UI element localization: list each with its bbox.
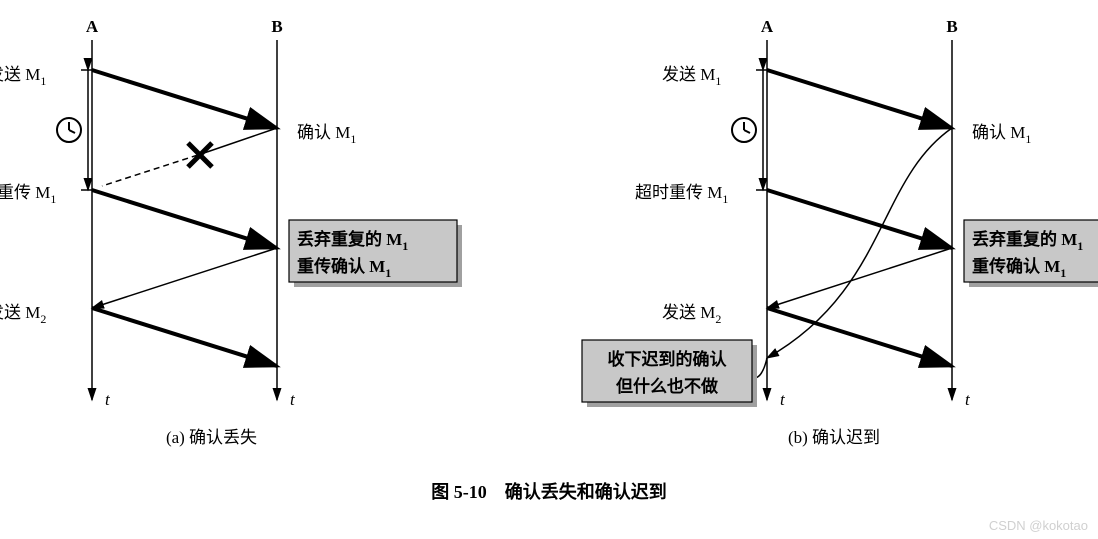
clock-icon (732, 118, 756, 142)
panel-a-caption: (a) 确认丢失 (0, 423, 467, 448)
diagram-container: A B t t (10, 10, 1088, 448)
arrow-m2-send (92, 308, 277, 366)
time-label-a: t (780, 390, 786, 409)
panel-b: A B t t 发送 (527, 10, 1098, 448)
panel-a: A B t t (0, 10, 467, 448)
arrow-ack2 (92, 248, 277, 308)
label-send-m1: 发送 M1 (662, 65, 721, 88)
time-label-b: t (965, 390, 971, 409)
arrow-ack-lost (102, 152, 207, 186)
label-ack-m1: 确认 M1 (972, 123, 1031, 146)
arrow-m1-resend (92, 190, 277, 248)
label-send-m1: 发送 M1 (0, 65, 46, 88)
time-label-a: t (105, 390, 111, 409)
arrow-m1-send (767, 70, 952, 128)
arrow-m1-send (92, 70, 277, 128)
label-retrans-m1: 超时重传 M1 (0, 183, 56, 206)
arrow-ack-part1 (207, 128, 277, 152)
figure-title: 图 5-10 确认丢失和确认迟到 (10, 478, 1088, 504)
discard-box: 丢弃重复的 M1 重传确认 M1 (964, 220, 1098, 287)
arrow-m2-send (767, 308, 952, 366)
endpoint-a: A (85, 17, 98, 36)
arrow-ack2 (767, 248, 952, 308)
label-send-m2: 发送 M2 (662, 303, 721, 326)
time-label-b: t (290, 390, 296, 409)
late-ack-box: 收下迟到的确认 但什么也不做 (582, 340, 757, 407)
svg-text:收下迟到的确认: 收下迟到的确认 (607, 349, 727, 369)
watermark: CSDN @kokotao (989, 518, 1088, 533)
endpoint-b: B (271, 17, 282, 36)
endpoint-b: B (946, 17, 957, 36)
lost-x-icon (188, 143, 212, 167)
endpoint-a: A (760, 17, 773, 36)
panel-b-caption: (b) 确认迟到 (527, 423, 1098, 448)
label-send-m2: 发送 M2 (0, 303, 46, 326)
label-ack-m1: 确认 M1 (297, 123, 356, 146)
clock-icon (57, 118, 81, 142)
panel-b-svg: A B t t 发送 (527, 10, 1098, 410)
arrow-delayed-ack (767, 128, 952, 358)
arrow-m1-resend (767, 190, 952, 248)
discard-box: 丢弃重复的 M1 重传确认 M1 (289, 220, 462, 287)
label-retrans-m1: 超时重传 M1 (635, 183, 728, 206)
svg-text:但什么也不做: 但什么也不做 (616, 376, 719, 396)
panel-a-svg: A B t t (0, 10, 467, 410)
